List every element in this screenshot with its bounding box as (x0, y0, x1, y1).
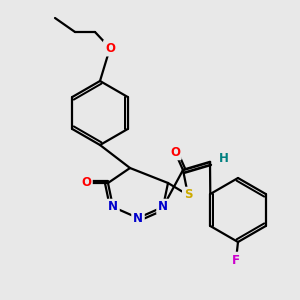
Text: O: O (81, 176, 91, 190)
Text: H: H (219, 152, 229, 164)
Text: S: S (184, 188, 192, 202)
Text: O: O (105, 41, 115, 55)
Text: F: F (232, 254, 240, 266)
Text: N: N (108, 200, 118, 214)
Text: O: O (105, 41, 115, 55)
Text: O: O (170, 146, 180, 158)
Text: N: N (133, 212, 143, 224)
Text: N: N (158, 200, 168, 214)
